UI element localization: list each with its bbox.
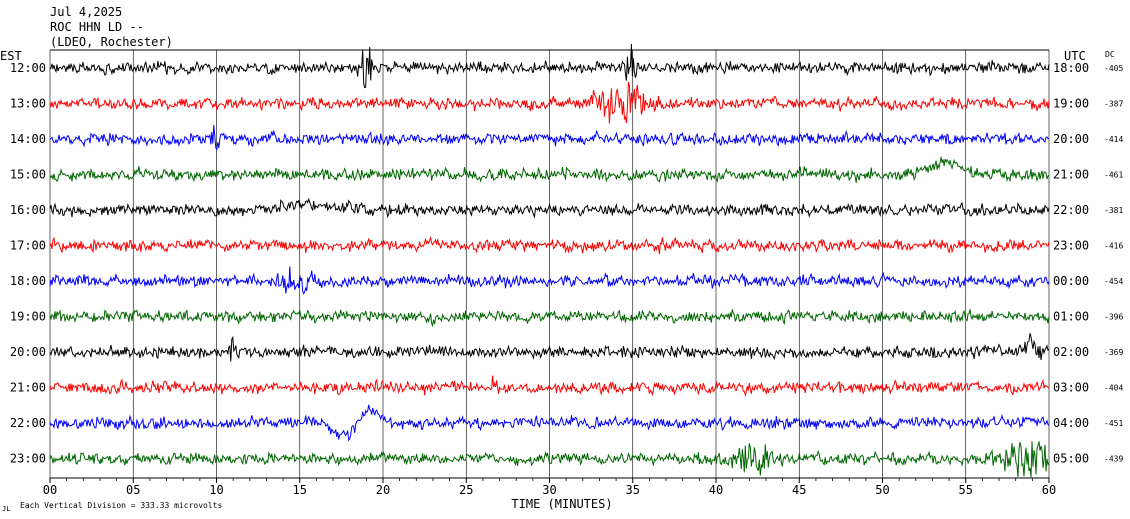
- est-hour-label: 19:00: [10, 310, 46, 324]
- est-hour-label: 17:00: [10, 239, 46, 253]
- trace-row-2100: [49, 375, 1050, 398]
- est-hour-label: 13:00: [10, 97, 46, 111]
- header-network: (LDEO, Rochester): [50, 35, 173, 49]
- left-timezone-label: EST: [0, 49, 22, 63]
- dc-offset-label: -381: [1104, 206, 1123, 215]
- x-axis-ticks: 00 05 10 15 20 25 30 35 40 45 50 55 60: [43, 478, 1056, 497]
- trace-row-1800: [49, 266, 1050, 295]
- trace-row-1500: [49, 156, 1050, 183]
- seismic-traces: [49, 43, 1050, 478]
- dc-offset-label: -405: [1104, 64, 1123, 73]
- row-labels: 12:00 18:00 -405 13:00 19:00 -387 14:00 20:00 -4…: [10, 61, 1124, 466]
- trace-row-2300: [49, 441, 1050, 478]
- dc-column-header: DC: [1105, 50, 1115, 59]
- x-tick-label: 60: [1042, 483, 1056, 497]
- x-tick-label: 15: [293, 483, 307, 497]
- x-tick-label: 45: [792, 483, 806, 497]
- x-tick-label: 30: [542, 483, 556, 497]
- utc-hour-label: 05:00: [1053, 452, 1089, 466]
- est-hour-label: 22:00: [10, 416, 46, 430]
- x-tick-label: 10: [209, 483, 223, 497]
- est-hour-label: 15:00: [10, 168, 46, 182]
- dc-offset-label: -387: [1104, 100, 1123, 109]
- x-tick-label: 25: [459, 483, 473, 497]
- trace-row-2200: [49, 404, 1050, 442]
- x-tick-label: 05: [126, 483, 140, 497]
- x-tick-label: 55: [959, 483, 973, 497]
- dc-offset-label: -461: [1104, 171, 1123, 180]
- utc-hour-label: 18:00: [1053, 61, 1089, 75]
- x-tick-label: 50: [875, 483, 889, 497]
- x-tick-label: 20: [376, 483, 390, 497]
- utc-hour-label: 00:00: [1053, 274, 1089, 288]
- utc-hour-label: 22:00: [1053, 203, 1089, 217]
- utc-hour-label: 21:00: [1053, 168, 1089, 182]
- trace-row-1300: [49, 81, 1050, 124]
- trace-row-1600: [49, 197, 1050, 219]
- trace-row-1400: [49, 124, 1050, 151]
- scale-note: Each Vertical Division = 333.33 microvol…: [20, 501, 222, 510]
- header-station: ROC HHN LD --: [50, 20, 144, 34]
- est-hour-label: 18:00: [10, 274, 46, 288]
- est-hour-label: 12:00: [10, 61, 46, 75]
- est-hour-label: 23:00: [10, 452, 46, 466]
- utc-hour-label: 04:00: [1053, 416, 1089, 430]
- dc-offset-label: -454: [1104, 277, 1123, 286]
- dc-offset-label: -396: [1104, 313, 1123, 322]
- x-tick-label: 40: [709, 483, 723, 497]
- x-tick-label: 35: [626, 483, 640, 497]
- x-axis-title: TIME (MINUTES): [511, 497, 612, 511]
- dc-offset-label: -439: [1104, 455, 1123, 464]
- trace-row-2000: [49, 333, 1050, 362]
- utc-hour-label: 23:00: [1053, 239, 1089, 253]
- utc-hour-label: 20:00: [1053, 132, 1089, 146]
- header-date: Jul 4,2025: [50, 5, 122, 19]
- right-timezone-label: UTC: [1064, 49, 1086, 63]
- dc-offset-label: -414: [1104, 135, 1123, 144]
- trace-row-1200: [49, 43, 1050, 89]
- utc-hour-label: 02:00: [1053, 345, 1089, 359]
- trace-row-1700: [49, 236, 1050, 255]
- est-hour-label: 21:00: [10, 381, 46, 395]
- est-hour-label: 14:00: [10, 132, 46, 146]
- trace-row-1900: [49, 309, 1050, 328]
- dc-offset-label: -451: [1104, 419, 1123, 428]
- est-hour-label: 16:00: [10, 203, 46, 217]
- dc-offset-label: -369: [1104, 348, 1123, 357]
- vertical-grid: [49, 50, 1050, 478]
- utc-hour-label: 03:00: [1053, 381, 1089, 395]
- scale-glyph: JL: [2, 505, 10, 513]
- dc-offset-label: -416: [1104, 242, 1123, 251]
- x-tick-label: 00: [43, 483, 57, 497]
- est-hour-label: 20:00: [10, 345, 46, 359]
- utc-hour-label: 01:00: [1053, 310, 1089, 324]
- dc-offset-label: -404: [1104, 384, 1123, 393]
- utc-hour-label: 19:00: [1053, 97, 1089, 111]
